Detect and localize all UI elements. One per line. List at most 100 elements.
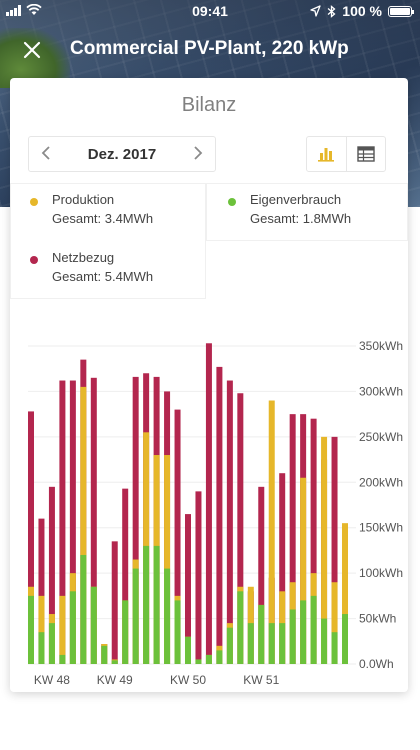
bar-eigenverbrauch — [101, 645, 108, 664]
bar-netzbezug — [38, 518, 45, 664]
bar-eigenverbrauch — [279, 623, 286, 664]
x-week-label: KW 51 — [243, 673, 279, 687]
cellular-signal-icon — [6, 4, 21, 16]
bar-netzbezug — [174, 409, 181, 664]
x-week-label: KW 49 — [97, 673, 133, 687]
page-title: Commercial PV-Plant, 220 kWp — [70, 38, 349, 59]
chevron-left-icon — [41, 146, 50, 160]
bar-produktion — [300, 477, 307, 664]
bar-produktion — [321, 436, 328, 664]
bar-eigenverbrauch — [321, 618, 328, 664]
legend-name: Produktion — [52, 192, 115, 207]
legend-dot-netzbezug — [30, 256, 38, 264]
y-tick-label: 250kWh — [359, 430, 403, 444]
close-icon — [23, 41, 41, 59]
bar-netzbezug — [111, 541, 118, 664]
y-tick-label: 150kWh — [359, 521, 403, 535]
bar-eigenverbrauch — [111, 660, 118, 664]
x-week-label: KW 50 — [170, 673, 206, 687]
bar-eigenverbrauch — [80, 554, 87, 664]
status-left — [6, 4, 42, 16]
bar-netzbezug — [122, 488, 129, 664]
legend-name: Netzbezug — [52, 250, 115, 265]
bar-produktion — [38, 595, 45, 664]
bar-netzbezug — [59, 380, 66, 664]
legend-total: Gesamt: 5.4MWh — [52, 269, 154, 284]
current-month-label[interactable]: Dez. 2017 — [87, 145, 157, 163]
bar-netzbezug — [289, 414, 296, 664]
close-button[interactable] — [18, 36, 46, 64]
bar-eigenverbrauch — [342, 614, 348, 664]
bar-eigenverbrauch — [90, 586, 97, 664]
y-tick-label: 50kWh — [359, 612, 396, 626]
y-tick-label: 200kWh — [359, 475, 403, 489]
x-week-label: KW 48 — [34, 673, 70, 687]
chart-view-button[interactable] — [307, 137, 346, 171]
table-icon — [357, 146, 375, 162]
bar-netzbezug — [28, 411, 34, 664]
bar-eigenverbrauch — [247, 623, 254, 664]
bar-produktion — [59, 595, 66, 664]
bar-eigenverbrauch — [195, 659, 202, 664]
bar-eigenverbrauch — [38, 632, 45, 664]
month-picker: Dez. 2017 — [28, 136, 216, 172]
bar-netzbezug — [310, 418, 317, 664]
bar-eigenverbrauch — [258, 604, 265, 664]
bar-eigenverbrauch — [132, 568, 139, 664]
bar-eigenverbrauch — [174, 600, 181, 664]
balance-bar-chart: 0.0Wh 50kWh 100kWh 150kWh 200kWh 250kWh 300kWh… — [28, 339, 403, 687]
bar-netzbezug — [69, 380, 76, 664]
bar-produktion — [342, 523, 348, 664]
battery-percent: 100 % — [342, 3, 382, 19]
status-bar: 09:41 100 % — [0, 0, 420, 22]
bar-netzbezug — [90, 377, 97, 664]
bar-netzbezug — [279, 473, 286, 664]
y-tick-label: 300kWh — [359, 384, 403, 398]
bar-eigenverbrauch — [268, 623, 275, 664]
y-tick-label: 100kWh — [359, 566, 403, 580]
bar-eigenverbrauch — [28, 595, 34, 664]
bluetooth-icon — [327, 4, 336, 18]
battery-icon — [388, 5, 414, 17]
bar-netzbezug — [237, 393, 244, 664]
bar-eigenverbrauch — [331, 632, 338, 664]
bar-eigenverbrauch — [237, 591, 244, 664]
bar-eigenverbrauch — [69, 591, 76, 664]
bar-eigenverbrauch — [205, 654, 212, 664]
table-view-button[interactable] — [345, 137, 385, 171]
status-time: 09:41 — [192, 3, 228, 19]
bar-netzbezug — [132, 376, 139, 664]
bar-netzbezug — [216, 366, 223, 664]
bar-netzbezug — [226, 380, 233, 664]
legend-box-left — [10, 183, 206, 299]
legend-dot-produktion — [30, 198, 38, 206]
y-tick-label: 350kWh — [359, 339, 403, 353]
bar-eigenverbrauch — [122, 600, 129, 664]
bar-netzbezug — [331, 436, 338, 664]
bar-eigenverbrauch — [143, 545, 150, 664]
bar-eigenverbrauch — [48, 623, 55, 664]
next-month-button[interactable] — [181, 137, 215, 171]
bar-eigenverbrauch — [226, 627, 233, 664]
bar-produktion — [331, 582, 338, 664]
legend-total: Gesamt: 1.8MWh — [250, 211, 352, 226]
bar-eigenverbrauch — [153, 545, 160, 664]
bar-produktion — [80, 386, 87, 664]
bar-netzbezug — [185, 514, 191, 664]
legend-total: Gesamt: 3.4MWh — [52, 211, 154, 226]
bar-netzbezug — [205, 343, 212, 664]
legend-box-right — [206, 183, 408, 241]
bar-eigenverbrauch — [164, 568, 171, 664]
bar-eigenverbrauch — [216, 650, 223, 664]
bar-eigenverbrauch — [310, 595, 317, 664]
legend-dot-eigenverbrauch — [228, 198, 236, 206]
bar-netzbezug — [258, 486, 265, 664]
bar-eigenverbrauch — [185, 636, 191, 664]
card-title: Bilanz — [181, 94, 237, 116]
legend-name: Eigenverbrauch — [250, 192, 342, 207]
previous-month-button[interactable] — [29, 137, 63, 171]
bar-produktion — [164, 455, 171, 664]
y-tick-label: 0.0Wh — [359, 657, 394, 671]
balance-card: Bilanz Dez. 2017 — [10, 78, 408, 692]
wifi-icon — [26, 4, 42, 15]
